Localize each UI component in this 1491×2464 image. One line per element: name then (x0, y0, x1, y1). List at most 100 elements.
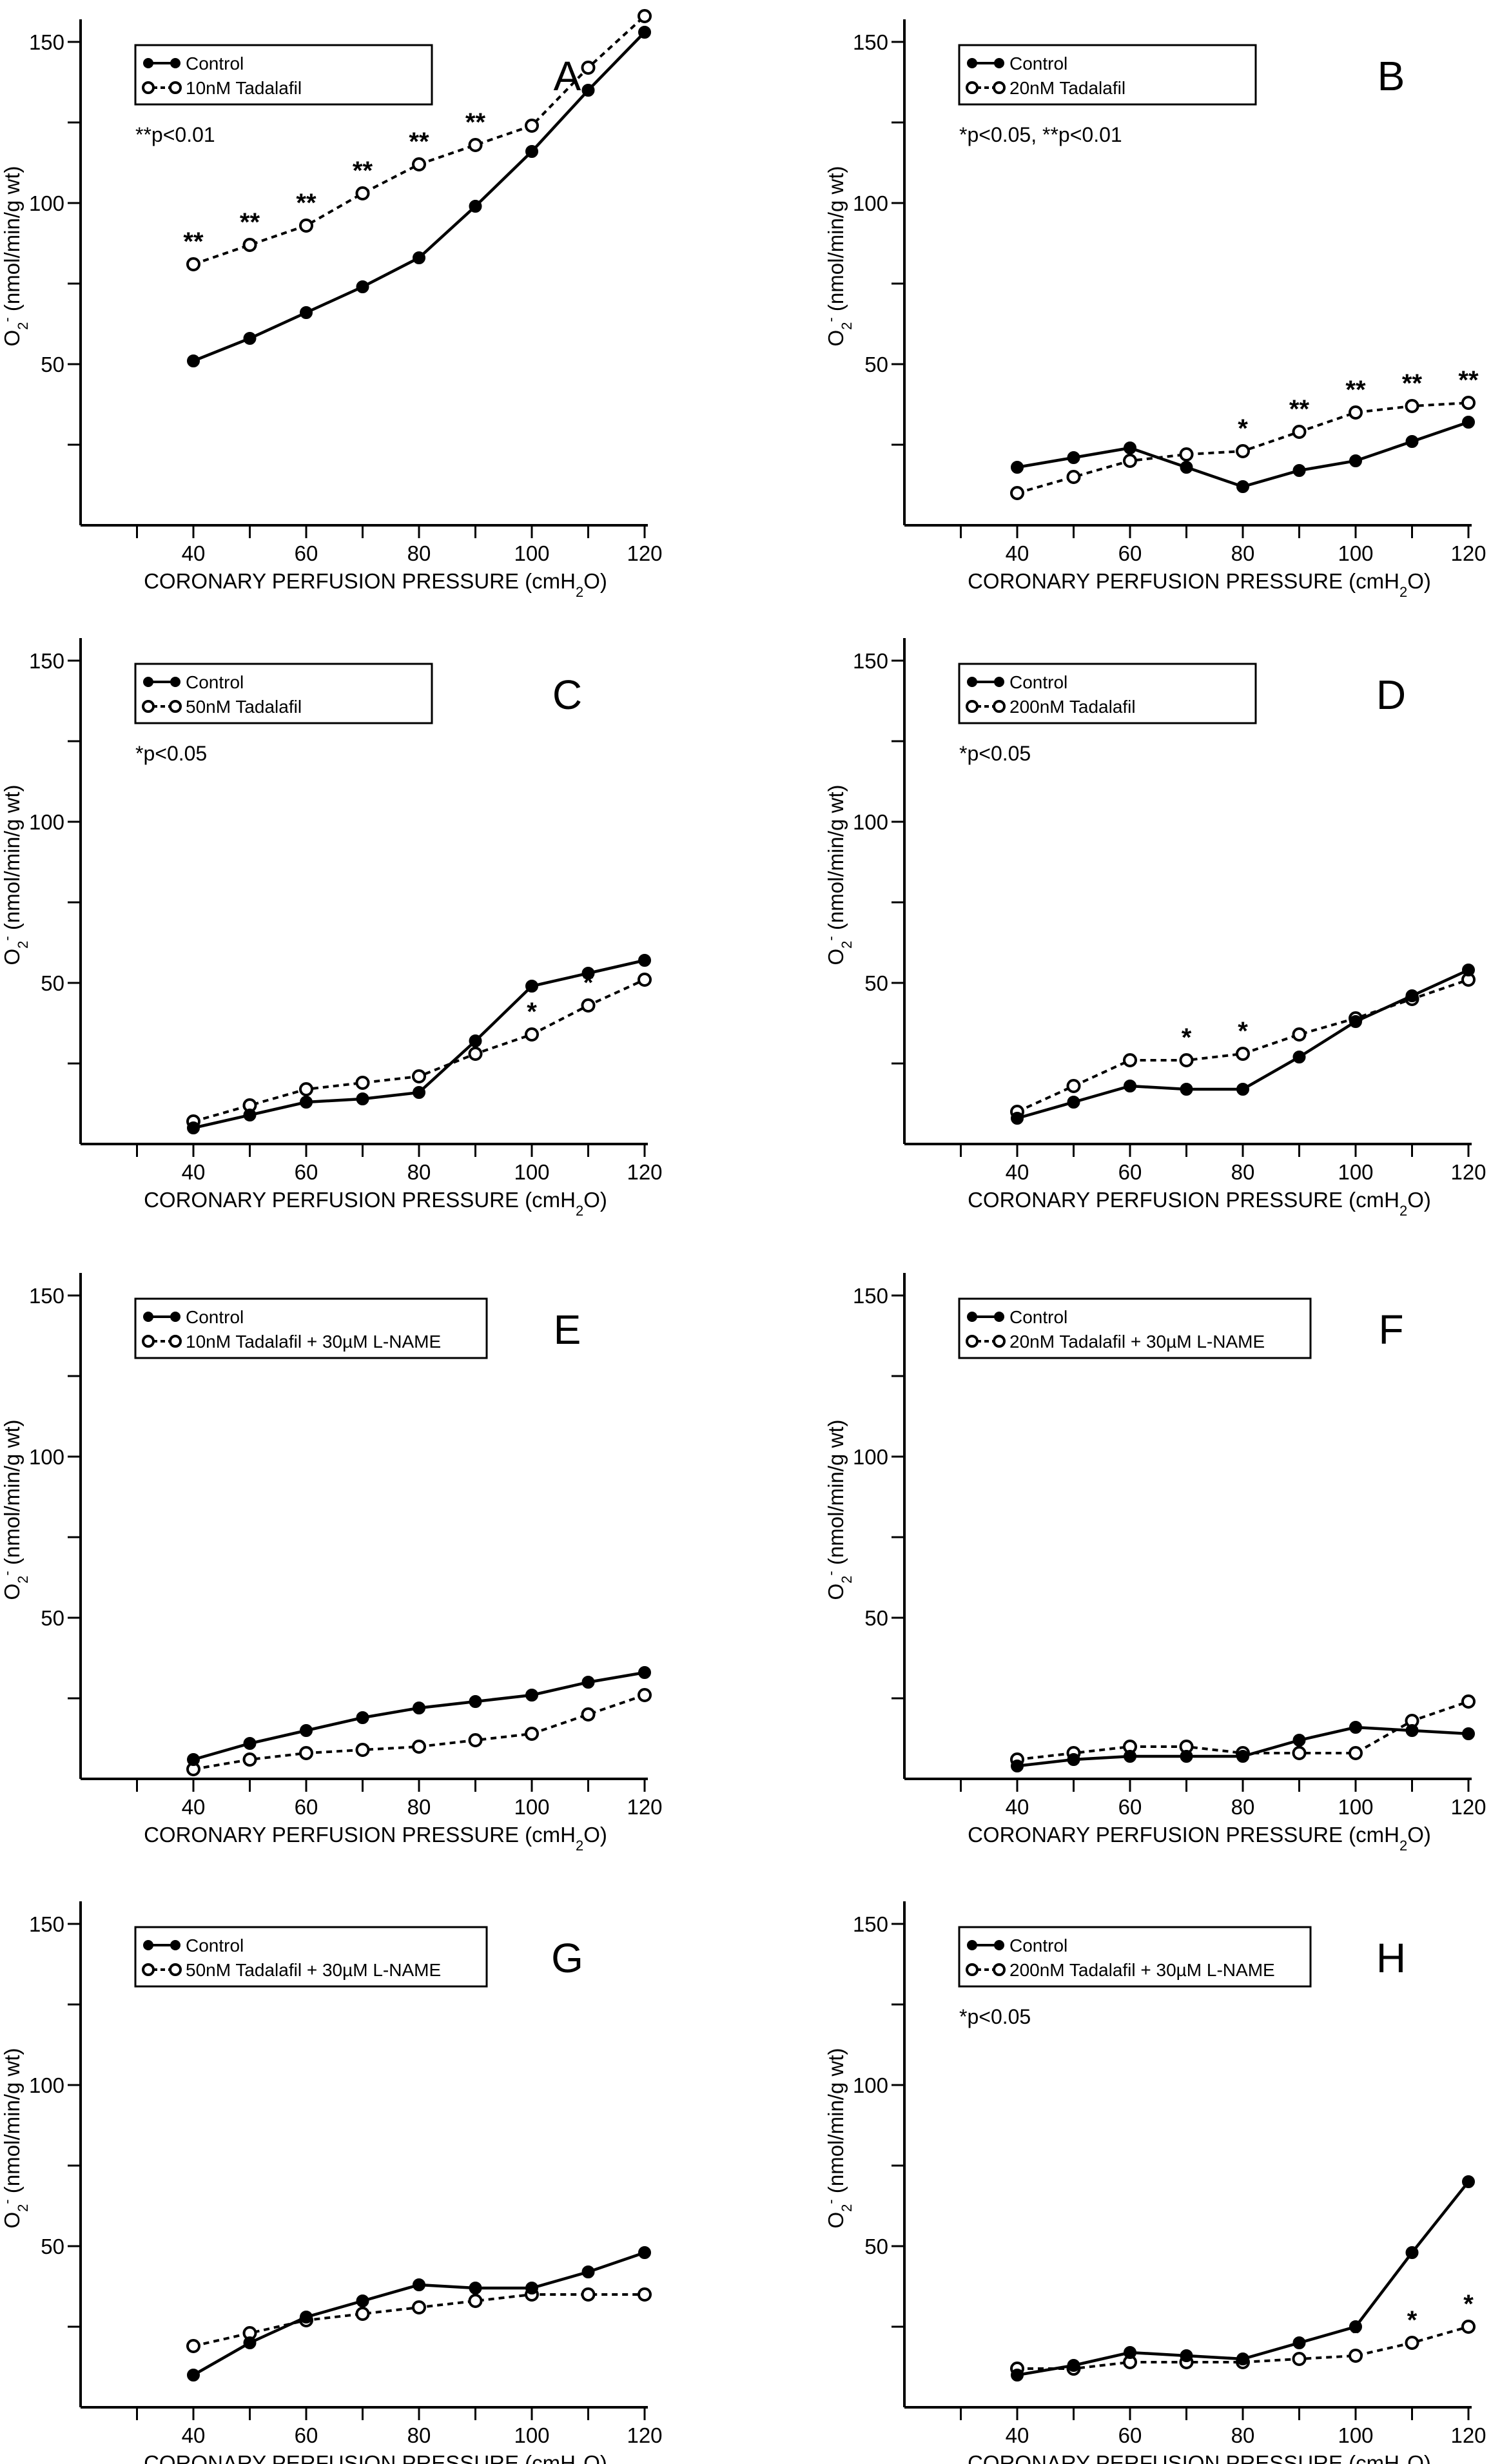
data-point-treatment (412, 157, 426, 171)
y-tick-label: 150 (29, 649, 64, 673)
x-tick-label: 40 (1006, 1795, 1029, 1819)
data-point-control (581, 967, 595, 980)
panel-letter: A (554, 53, 581, 99)
x-tick-label: 60 (1118, 1160, 1142, 1184)
panel-letter: G (551, 1935, 583, 1981)
data-point-treatment (468, 2294, 483, 2308)
data-point-control (1349, 2320, 1362, 2333)
x-tick-label: 100 (1338, 1160, 1373, 1184)
data-point-control (413, 1702, 425, 1714)
x-tick-label: 80 (407, 1160, 431, 1184)
significance-note: *p<0.05 (135, 742, 207, 765)
legend-marker-treatment (142, 1335, 155, 1348)
significance-note: **p<0.01 (135, 123, 215, 146)
y-tick-label: 50 (864, 1606, 888, 1630)
data-point-treatment (525, 1727, 539, 1741)
data-point-control (356, 1711, 369, 1724)
significance-note: *p<0.05, **p<0.01 (959, 123, 1122, 146)
x-axis-label: CORONARY PERFUSION PRESSURE (cmH2O) (968, 2451, 1431, 2464)
data-point-control (1124, 2346, 1136, 2359)
y-tick-label: 100 (853, 191, 888, 215)
y-tick-label: 100 (853, 1445, 888, 1469)
legend-marker-control (994, 1940, 1004, 1950)
data-point-treatment (1292, 425, 1307, 439)
significance-star: ** (1458, 366, 1479, 394)
x-tick-label: 60 (295, 2423, 318, 2447)
y-axis-label: O2- (nmol/min/g wt) (823, 166, 855, 347)
legend-marker-treatment (993, 1963, 1006, 1976)
y-tick-label: 50 (864, 2235, 888, 2258)
x-tick-label: 80 (1231, 1795, 1255, 1819)
x-tick-label: 80 (407, 2423, 431, 2447)
data-point-treatment (1349, 2349, 1363, 2363)
y-axis-label: O2- (nmol/min/g wt) (823, 2048, 855, 2229)
x-axis-label: CORONARY PERFUSION PRESSURE (cmH2O) (144, 1823, 607, 1854)
data-point-control (1011, 1760, 1024, 1772)
panel-letter: E (554, 1306, 581, 1353)
y-tick-label: 150 (29, 30, 64, 54)
data-point-treatment (525, 1027, 539, 1042)
series-line-control (193, 958, 645, 1130)
data-point-control (638, 26, 651, 39)
legend-marker-treatment (966, 1335, 979, 1348)
data-point-control (1349, 1015, 1362, 1028)
data-point-control (1067, 451, 1080, 464)
legend-marker-control (967, 677, 977, 687)
legend-marker-treatment (142, 81, 155, 94)
y-tick-label: 100 (853, 810, 888, 834)
legend-label-control: Control (1009, 1935, 1067, 1955)
legend-marker-control (143, 677, 153, 687)
data-point-control (1236, 1750, 1249, 1763)
data-point-treatment (1236, 1047, 1250, 1061)
data-point-control (581, 1676, 595, 1689)
significance-star: ** (183, 228, 204, 256)
data-point-control (638, 1666, 651, 1679)
significance-star: * (1463, 2290, 1474, 2318)
legend-marker-treatment (142, 700, 155, 713)
y-axis-label: O2- (nmol/min/g wt) (823, 1420, 855, 1600)
data-point-treatment (1179, 1053, 1194, 1067)
data-point-control (356, 280, 369, 293)
data-point-treatment (412, 2300, 426, 2314)
data-point-control (1462, 2175, 1475, 2188)
legend-label-treatment: 20nM Tadalafil + 30µM L-NAME (1009, 1332, 1265, 1352)
legend-label-control: Control (186, 1935, 244, 1955)
data-point-treatment (1461, 2320, 1476, 2334)
x-axis-label: CORONARY PERFUSION PRESSURE (cmH2O) (968, 1188, 1431, 1219)
legend-marker-treatment (993, 700, 1006, 713)
x-tick-label: 40 (182, 2423, 206, 2447)
x-tick-label: 40 (1006, 541, 1029, 565)
legend-label-control: Control (1009, 53, 1067, 73)
y-tick-label: 50 (864, 971, 888, 995)
legend-box (958, 663, 1257, 724)
x-tick-label: 120 (1450, 2423, 1486, 2447)
data-point-treatment (468, 1733, 483, 1747)
data-point-treatment (1010, 486, 1024, 500)
data-point-control (1180, 1083, 1193, 1096)
data-point-control (187, 1753, 200, 1766)
legend-label-treatment: 200nM Tadalafil (1009, 697, 1136, 717)
data-point-control (1405, 2246, 1419, 2259)
panel-letter: F (1378, 1306, 1403, 1353)
legend-label-treatment: 20nM Tadalafil (1009, 78, 1126, 98)
data-point-treatment (242, 1752, 257, 1767)
data-point-control (1180, 461, 1193, 474)
data-point-treatment (1405, 399, 1419, 413)
significance-star: ** (1345, 376, 1366, 404)
legend-box (134, 44, 433, 106)
data-point-treatment (581, 61, 596, 75)
legend-marker-treatment (169, 81, 182, 94)
data-point-control (356, 2294, 369, 2307)
y-tick-label: 150 (853, 1284, 888, 1308)
data-point-treatment (242, 238, 257, 252)
significance-note: *p<0.05 (959, 2005, 1031, 2028)
x-axis-label: CORONARY PERFUSION PRESSURE (cmH2O) (968, 1823, 1431, 1854)
data-point-control (1349, 1721, 1362, 1734)
data-point-control (469, 2282, 482, 2294)
data-point-control (1462, 1727, 1475, 1740)
panel-h: 50 100 150 40 60 80 100 120 CORONARY PERFUSION P… (823, 1901, 1486, 2464)
data-point-control (1067, 2359, 1080, 2372)
legend-marker-control (170, 677, 180, 687)
x-tick-label: 120 (627, 541, 662, 565)
significance-note: *p<0.05 (959, 742, 1031, 765)
